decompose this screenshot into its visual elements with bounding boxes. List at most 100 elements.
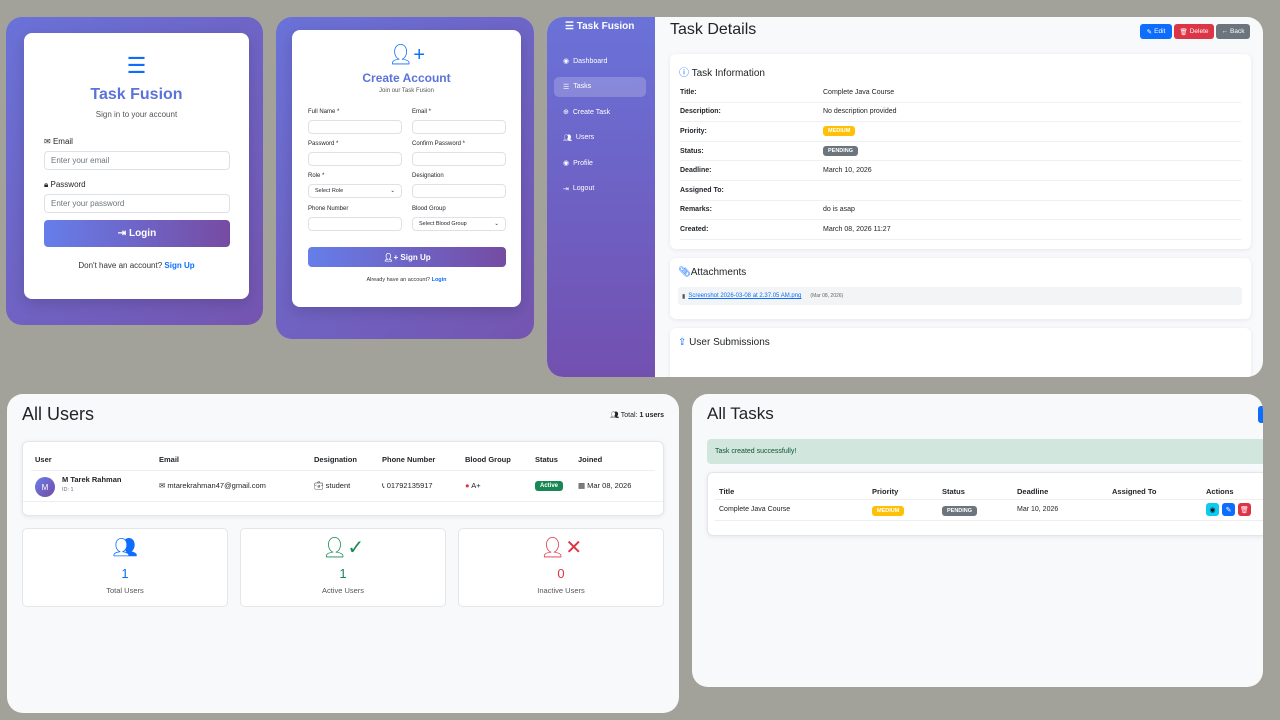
info-key: Created: [680, 225, 709, 233]
back-label: Back [1230, 28, 1245, 35]
designation-input[interactable] [412, 184, 506, 198]
briefcase-icon: 💼︎ [314, 481, 326, 490]
user-name: M Tarek Rahman [62, 475, 122, 484]
submissions-title: ⇪ User Submissions [678, 337, 770, 348]
edit-button[interactable]: ✎ Edit [1140, 24, 1172, 39]
login-prompt: Already have an account? Login [292, 277, 521, 283]
sidebar-item-users[interactable]: 👥︎ Users [554, 128, 646, 148]
sidebar-item-dashboard[interactable]: ◉ Dashboard [554, 51, 646, 71]
confirm-password-label: Confirm Password * [412, 141, 466, 147]
sidebar-item-logout[interactable]: ⇥ Logout [554, 179, 646, 199]
email-input[interactable] [412, 120, 506, 134]
blood-group-select[interactable]: Select Blood Group ⌄ [412, 217, 506, 231]
priority-badge: MEDIUM [872, 505, 905, 516]
info-row: Title: Complete Java Course [680, 83, 1241, 103]
task-info-title: ⓘ Task Information [679, 64, 765, 79]
full-name-input[interactable] [308, 120, 402, 134]
info-key: Title: [680, 88, 697, 96]
sidebar-item-label: Logout [572, 185, 595, 192]
column-header-title: Title [719, 487, 735, 496]
column-header-actions: Actions [1206, 487, 1234, 496]
tasks-icon: ☰ [565, 21, 577, 32]
submissions-title-text: User Submissions [689, 337, 770, 348]
register-title: Create Account [362, 71, 451, 85]
attachments-title-text: Attachments [690, 267, 747, 278]
password-input[interactable] [308, 152, 402, 166]
sidebar-item-tasks[interactable]: ☰ Tasks [554, 76, 646, 97]
role-value: Select Role [315, 188, 344, 194]
success-alert-text: Task created successfully! [715, 448, 797, 455]
delete-button[interactable]: 🗑︎ [1238, 503, 1251, 516]
sidebar-item-create-task[interactable]: ⊕ Create Task [554, 102, 646, 122]
divider [715, 499, 1263, 500]
column-header-user: User [35, 455, 52, 464]
column-header-email: Email [159, 455, 180, 464]
task-info-title-text: Task Information [691, 68, 765, 79]
users-icon: 👥︎ [563, 134, 572, 142]
edit-label: Edit [1154, 28, 1166, 35]
sidebar-item-profile[interactable]: ◉ Profile [554, 153, 646, 173]
attachments-title: 📎︎Attachments [678, 267, 746, 278]
lock-icon: 🔒︎ [44, 180, 49, 189]
plus-circle-icon: ⊕ [563, 109, 569, 116]
phone-icon: 📞︎ [382, 481, 387, 490]
password-label: 🔒︎ Password [44, 180, 86, 190]
phone-label: Phone Number [308, 206, 349, 212]
users-screenshot: All Users 👥︎ Total: 1 users User Email D… [7, 394, 679, 713]
view-button[interactable]: ◉ [1206, 503, 1219, 516]
delete-button[interactable]: 🗑︎ Delete [1174, 24, 1214, 39]
info-circle-icon: ⓘ [679, 68, 692, 79]
arrow-left-icon: ← [1221, 28, 1229, 35]
role-select[interactable]: Select Role ⌄ [308, 184, 402, 198]
task-deadline: Mar 10, 2026 [1017, 506, 1059, 513]
confirm-password-input[interactable] [412, 152, 506, 166]
info-value: do is asap [823, 206, 855, 214]
create-task-button[interactable] [1258, 406, 1263, 423]
file-icon: ▮ [682, 293, 686, 300]
signup-link[interactable]: Sign Up [164, 261, 195, 270]
user-blood-group: ● A+ [465, 481, 481, 490]
info-row: Remarks: do is asap [680, 201, 1241, 221]
login-prompt-text: Already have an account? [366, 277, 431, 283]
phone-input[interactable] [308, 217, 402, 231]
info-key: Priority: [680, 127, 707, 135]
full-name-label: Full Name * [308, 109, 340, 115]
back-button[interactable]: ← Back [1216, 24, 1250, 39]
info-row: Priority: MEDIUM [680, 122, 1241, 142]
stat-label: Active Users [321, 586, 365, 595]
total-value: 1 users [639, 412, 664, 419]
attachment-link[interactable]: Screenshot 2026-03-08 at 2.37.05 AM.png [688, 293, 802, 299]
info-value: March 08, 2026 11:27 [823, 225, 891, 233]
info-key: Deadline: [680, 167, 712, 175]
signup-button[interactable]: 👤︎+ Sign Up [308, 247, 506, 267]
chevron-down-icon: ⌄ [494, 221, 499, 227]
status-badge-text: PENDING [942, 506, 978, 516]
sidebar-brand: ☰ Task Fusion [565, 21, 634, 32]
user-id: ID: 1 [62, 487, 74, 493]
column-header-deadline: Deadline [1017, 487, 1049, 496]
task-title: Complete Java Course [719, 506, 791, 513]
login-button[interactable]: ⇥ Login [44, 220, 230, 247]
sidebar: ☰ Task Fusion ◉ Dashboard ☰ Tasks ⊕ Create Ta… [547, 17, 655, 377]
trash-icon: 🗑︎ [1179, 28, 1188, 36]
email-input[interactable]: Enter your email [44, 151, 230, 170]
page-title: All Tasks [707, 404, 774, 423]
password-input[interactable]: Enter your password [44, 194, 230, 213]
info-row: Assigned To: [680, 181, 1241, 201]
login-link[interactable]: Login [431, 277, 447, 283]
page-title: Task Details [670, 21, 757, 38]
submissions-card: ⇪ User Submissions [670, 328, 1251, 377]
edit-icon: ✎ [1225, 506, 1232, 514]
user-joined-text: Mar 08, 2026 [587, 481, 632, 490]
column-header-assigned-to: Assigned To [1112, 487, 1157, 496]
status-badge-text: Active [535, 481, 564, 491]
signup-prompt: Don't have an account? Sign Up [24, 261, 249, 270]
trash-icon: 🗑︎ [1240, 506, 1249, 514]
task-info-card: ⓘ Task Information Title: Complete Java C… [670, 54, 1251, 249]
column-header-status: Status [942, 487, 965, 496]
sidebar-item-label: Profile [573, 159, 593, 167]
edit-button[interactable]: ✎ [1222, 503, 1235, 516]
email-label: ✉ Email [44, 137, 73, 146]
task-details-screenshot: ☰ Task Fusion ◉ Dashboard ☰ Tasks ⊕ Create Ta… [547, 17, 1263, 377]
avatar: M [35, 477, 55, 497]
